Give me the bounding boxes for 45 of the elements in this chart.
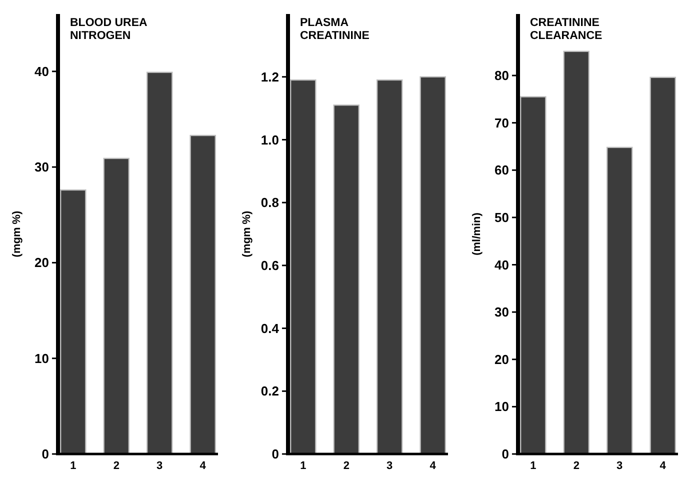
x-tick-label: 2 [113,460,120,472]
y-tick-label: 30 [34,160,49,175]
y-tick-label: 1.2 [260,69,279,84]
bar [606,146,633,455]
bar [190,134,216,455]
y-tick-label: 80 [494,68,509,84]
x-tick-label: 4 [200,460,207,472]
x-tick-label: 2 [573,460,580,472]
x-tick-label: 1 [70,460,76,472]
y-tick-label: 0 [502,446,509,462]
x-tick-label: 2 [343,460,350,472]
text: PLASMA CREATININE [300,17,370,42]
x-tick-label: 3 [616,460,623,472]
x-tick-label: 4 [430,460,437,472]
x-tick-label: 3 [156,460,163,472]
bar [103,158,130,455]
y-tick-label: 10 [494,399,509,414]
y-tick-label: 70 [494,115,509,130]
bar [146,72,173,455]
x-tick-label: 1 [300,460,306,472]
y-tick-label: 0 [42,446,49,462]
x-tick-label: 1 [530,460,536,472]
y-tick-label: 1.0 [260,132,279,148]
y-tick-label: 50 [494,210,509,225]
y-axis-title: (ml/min) [471,212,483,256]
bar [563,50,590,455]
y-tick-label: 0.2 [260,384,279,399]
y-tick-label: 10 [34,350,49,366]
y-tick-label: 0.4 [260,320,280,336]
bar [650,76,676,455]
y-tick-label: 0.8 [260,195,279,210]
y-tick-label: 40 [494,257,509,272]
y-tick-label: 20 [34,255,49,270]
y-axis-title: (mgm %) [241,210,253,258]
y-tick-label: 0.6 [260,258,279,273]
x-tick-label: 3 [386,460,393,472]
x-tick-label: 4 [660,460,667,472]
y-tick-label: 60 [494,162,509,178]
y-axis-title: (mgm %) [11,210,23,258]
y-tick-label: 30 [494,304,509,320]
y-tick-label: 40 [34,64,49,79]
y-tick-label: 20 [494,352,509,367]
text: CREATININE CLEARANCE [530,17,603,42]
y-tick-label: 0 [272,446,279,462]
text: BLOOD UREA NITROGEN [70,17,148,42]
